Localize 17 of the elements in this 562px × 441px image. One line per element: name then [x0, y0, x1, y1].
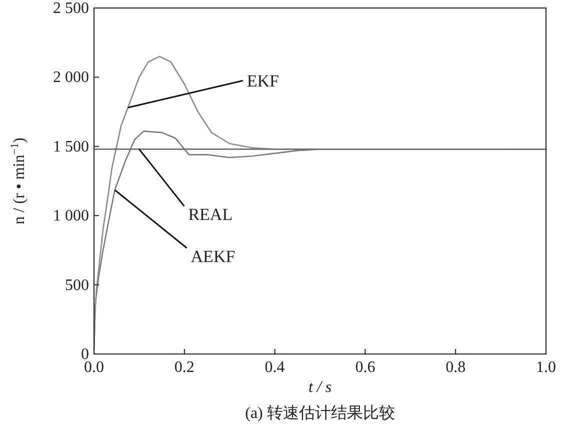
y-tick-label: 1 500: [53, 138, 89, 156]
annotation: REAL: [138, 148, 233, 224]
y-tick-label: 2 500: [53, 0, 89, 17]
x-tick-label: 0.4: [264, 359, 285, 376]
y-tick-label: 1 000: [53, 208, 89, 225]
x-tick-label: 0.2: [174, 359, 194, 376]
annotation: REAL: [188, 205, 233, 224]
y-tick-label: 2 000: [53, 69, 89, 86]
x-tick-label: 0.6: [355, 359, 376, 376]
x-axis-title: t / s: [308, 379, 332, 396]
annotation: EKF: [246, 72, 280, 91]
text: (a) 转速估计结果比较: [245, 404, 395, 422]
annotation: EKF: [128, 72, 280, 108]
x-tick-label: 0.8: [446, 359, 466, 376]
annotation: AEKF: [190, 246, 236, 266]
y-tick-label: 500: [65, 276, 89, 294]
x-tick-label: 1.0: [536, 359, 556, 376]
